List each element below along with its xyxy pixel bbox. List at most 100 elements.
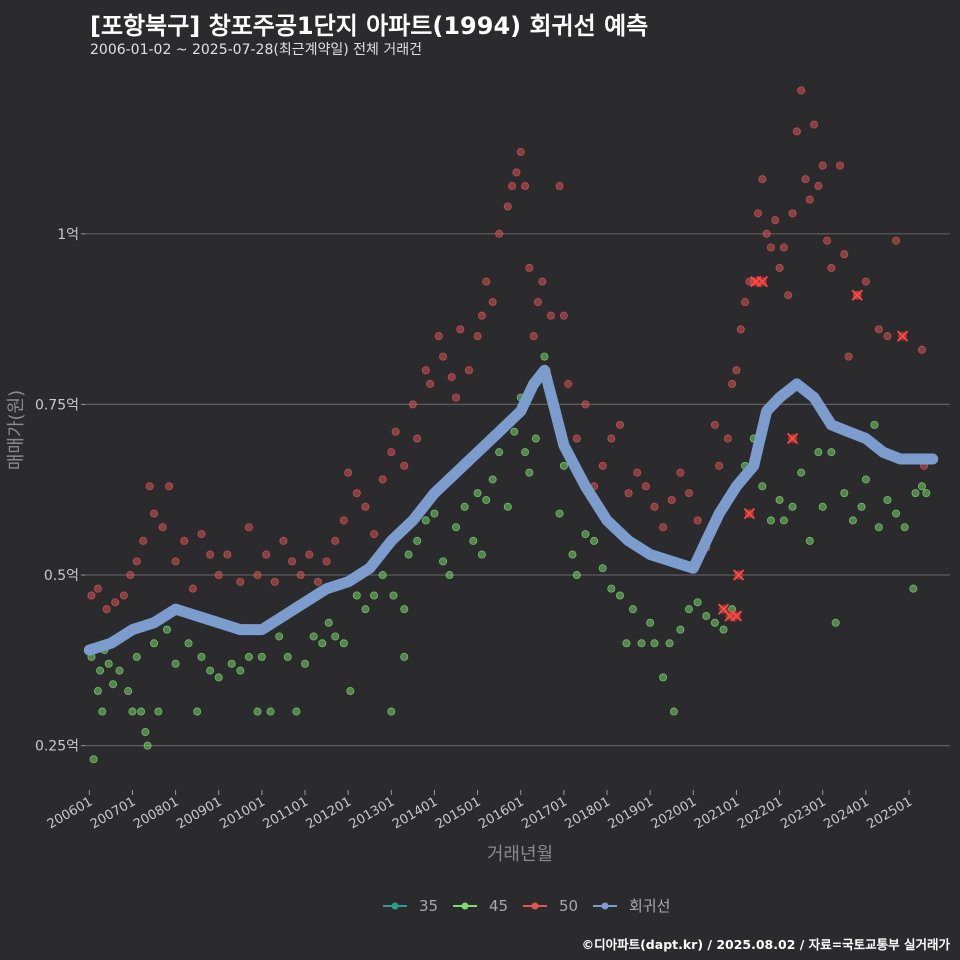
data-point-45 [473,489,482,498]
data-point-45 [143,741,152,750]
data-point-50 [659,523,668,532]
data-point-50 [508,182,517,191]
data-point-50 [521,182,530,191]
data-point-50 [516,147,525,156]
data-point-45 [525,468,534,477]
data-point-50 [710,420,719,429]
data-point-50 [840,250,849,259]
data-point-50 [244,523,253,532]
data-point-45 [702,611,711,620]
data-point-50 [197,530,206,539]
data-point-50 [801,175,810,184]
x-tick-label: 202001 [649,794,699,832]
data-point-50 [827,263,836,272]
data-point-50 [814,182,823,191]
data-point-50 [754,209,763,218]
data-point-45 [413,536,422,545]
x-axis-label: 거래년월 [487,844,553,865]
data-point-45 [719,625,728,634]
data-point-50 [835,161,844,170]
data-point-50 [253,571,262,580]
data-point-45 [171,659,180,668]
data-point-45 [124,687,133,696]
data-point-45 [607,584,616,593]
data-point-50 [572,434,581,443]
data-point-50 [538,277,547,286]
data-point-45 [693,598,702,607]
data-point-45 [98,707,107,716]
data-point-50 [715,461,724,470]
data-point-50 [488,298,497,307]
x-tick-label: 202301 [778,794,828,832]
data-point-50 [758,175,767,184]
data-point-50 [413,434,422,443]
data-point-50 [723,434,732,443]
data-point-45 [503,502,512,511]
legend-label: 35 [419,897,438,915]
data-point-45 [452,523,461,532]
data-point-45 [840,489,849,498]
x-tick-label: 201801 [563,794,613,832]
data-point-45 [128,707,137,716]
data-point-45 [909,584,918,593]
data-point-50 [917,345,926,354]
data-point-50 [305,550,314,559]
data-point-45 [197,652,206,661]
data-point-45 [590,536,599,545]
data-point-45 [488,475,497,484]
x-tick-label: 201201 [304,794,354,832]
data-point-45 [236,666,245,675]
data-point-45 [137,707,146,716]
data-point-50 [214,571,223,580]
regression-line [83,364,939,656]
data-point-50 [370,530,379,539]
data-point-45 [89,755,98,764]
chart-title: [포항북구] 창포주공1단지 아파트(1994) 회귀선 예측 [90,12,649,40]
data-point-45 [766,516,775,525]
data-point-45 [650,639,659,648]
legend-label: 45 [489,897,508,915]
y-tick-label: 0.75억 [35,397,79,413]
highlight-marker [730,610,743,622]
data-point-50 [766,243,775,252]
data-point-50 [555,182,564,191]
data-point-50 [331,536,340,545]
x-tick-label: 200601 [45,794,95,832]
data-point-50 [874,325,883,334]
scatter-points [87,86,931,764]
legend-swatch-dot [601,902,609,910]
data-point-50 [477,311,486,320]
legend-label: 50 [559,897,578,915]
data-point-45 [572,571,581,580]
data-point-45 [848,516,857,525]
data-point-50 [818,161,827,170]
data-point-45 [883,495,892,504]
data-point-50 [533,298,542,307]
data-point-50 [736,325,745,334]
x-tick-label: 201901 [606,794,656,832]
data-point-50 [529,332,538,341]
data-point-45 [227,659,236,668]
data-point-50 [165,482,174,491]
data-point-45 [361,605,370,614]
data-point-45 [874,523,883,532]
data-point-50 [779,243,788,252]
highlight-marker [743,507,756,520]
data-point-45 [109,680,118,689]
data-point-50 [684,489,693,498]
legend-swatch-dot [531,902,539,910]
data-point-50 [512,168,521,177]
x-tick-label: 201101 [261,794,311,832]
source-caption: ©디아파트(dapt.kr) / 2025.08.02 / 자료=국토교통부 실… [581,937,950,952]
data-point-50 [810,120,819,129]
data-point-45 [495,448,504,457]
data-point-45 [628,605,637,614]
data-point-45 [370,591,379,600]
data-point-50 [883,332,892,341]
data-point-50 [641,482,650,491]
data-point-50 [378,475,387,484]
data-point-45 [257,652,266,661]
data-point-45 [568,550,577,559]
data-point-50 [741,298,750,307]
data-point-50 [180,536,189,545]
